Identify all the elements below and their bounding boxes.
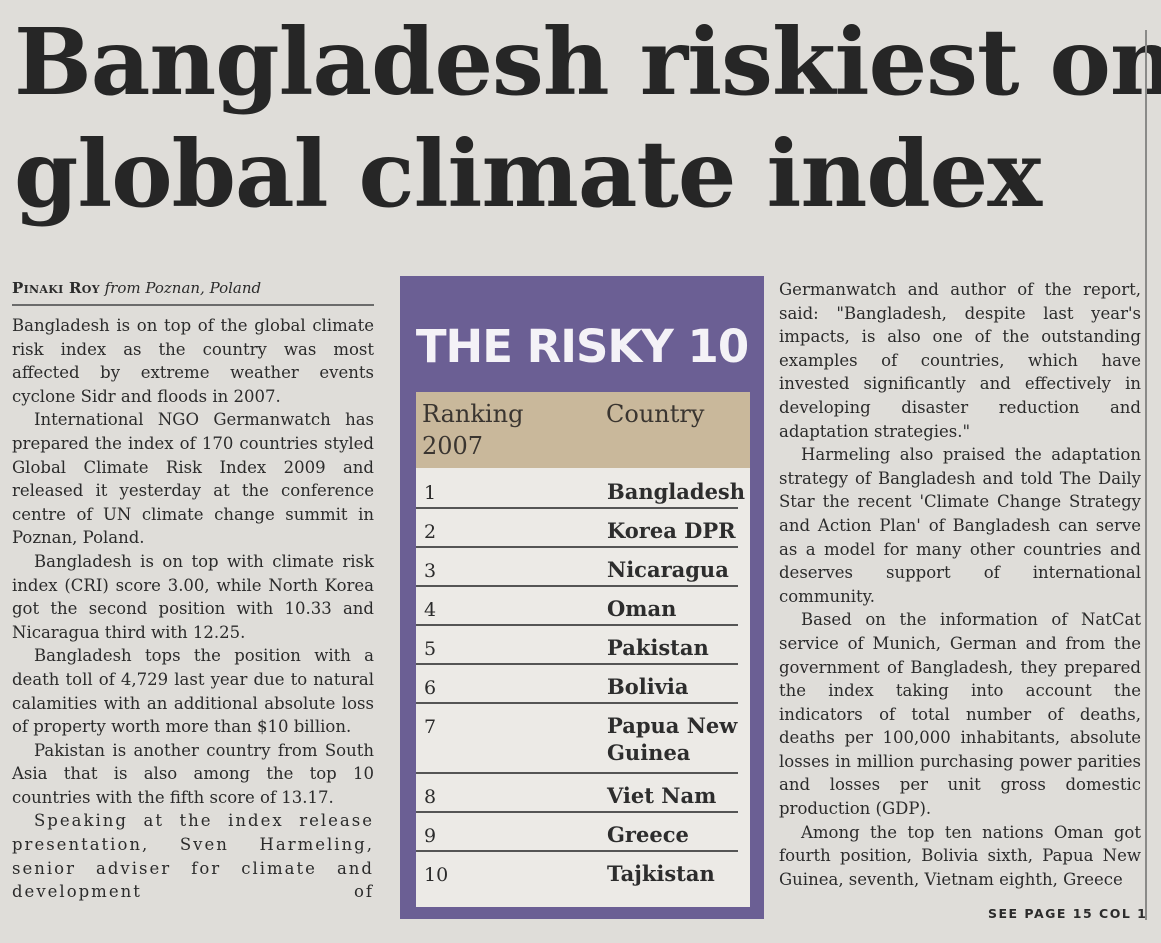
row-divider <box>416 546 738 548</box>
row-divider <box>416 507 738 509</box>
paragraph: International NGO Germanwatch has prepar… <box>12 410 374 548</box>
table-row: 3 Nicaragua <box>416 548 750 587</box>
rank-cell: 1 <box>424 482 437 504</box>
header-country: Country <box>606 400 705 428</box>
headline-line-2: global climate index <box>14 120 1042 228</box>
row-divider <box>416 585 738 587</box>
rank-cell: 3 <box>424 560 437 582</box>
paragraph: Among the top ten nations Oman got fourt… <box>779 822 1141 889</box>
rank-cell: 8 <box>424 786 437 808</box>
byline: Pinaki Roy from Poznan, Poland <box>12 278 374 306</box>
risky-10-box: THE RISKY 10 Ranking 2007 Country 1 Bangl… <box>400 276 764 919</box>
table-row: 10 Tajkistan <box>416 852 750 891</box>
continuation-jump: SEE PAGE 15 COL 1 <box>988 906 1148 921</box>
article-column-right: Germanwatch and author of the report, sa… <box>779 278 1141 891</box>
row-divider <box>416 663 738 665</box>
table-row: 8 Viet Nam <box>416 774 750 813</box>
rank-cell: 10 <box>424 864 449 886</box>
country-cell: Pakistan <box>607 635 709 660</box>
row-divider <box>416 702 738 704</box>
table-row: 4 Oman <box>416 587 750 626</box>
country-cell: Korea DPR <box>607 518 736 543</box>
paragraph: Harmeling also praised the adaptation st… <box>779 445 1141 606</box>
paragraph: Pakistan is another country from South A… <box>12 740 374 807</box>
country-cell: Papua New Guinea <box>607 713 738 765</box>
country-cell: Oman <box>607 596 677 621</box>
table-row: 6 Bolivia <box>416 665 750 704</box>
country-cell: Bangladesh <box>607 479 746 504</box>
country-cell: Nicaragua <box>607 557 729 582</box>
header-ranking: Ranking 2007 <box>422 400 524 460</box>
paragraph: Based on the information of NatCat servi… <box>779 610 1141 819</box>
country-cell: Viet Nam <box>607 783 717 808</box>
rank-cell: 9 <box>424 825 437 847</box>
paragraph: Bangladesh is on top with climate risk i… <box>12 551 374 642</box>
byline-dateline: from Poznan, Poland <box>104 279 262 297</box>
table-row: 1 Bangladesh <box>416 470 750 509</box>
byline-author: Pinaki Roy <box>12 279 100 297</box>
row-divider <box>416 624 738 626</box>
table-row: 5 Pakistan <box>416 626 750 665</box>
headline: Bangladesh riskiest on global climate in… <box>14 6 1161 230</box>
headline-line-1: Bangladesh riskiest on <box>14 8 1161 116</box>
row-divider <box>416 811 738 813</box>
risky-10-title: THE RISKY 10 <box>415 320 749 373</box>
paragraph: Bangladesh is on top of the global clima… <box>12 316 374 406</box>
article-column-left: Pinaki Roy from Poznan, Poland Banglades… <box>12 278 374 904</box>
paragraph: Bangladesh tops the position with a deat… <box>12 646 374 737</box>
country-cell: Tajkistan <box>607 861 715 886</box>
table-header: Ranking 2007 Country <box>416 392 750 468</box>
column-rule <box>1145 30 1147 920</box>
rank-cell: 4 <box>424 599 437 621</box>
risky-10-table: Ranking 2007 Country 1 Bangladesh 2 Korea D… <box>416 392 750 907</box>
table-row: 7 Papua New Guinea <box>416 704 750 774</box>
row-divider <box>416 850 738 852</box>
country-cell: Bolivia <box>607 674 689 699</box>
rank-cell: 5 <box>424 638 437 660</box>
paragraph: Speaking at the index release presentati… <box>12 811 374 902</box>
table-row: 2 Korea DPR <box>416 509 750 548</box>
rank-cell: 2 <box>424 521 437 543</box>
paragraph: Germanwatch and author of the report, sa… <box>779 280 1141 441</box>
row-divider <box>416 772 738 774</box>
rank-cell: 7 <box>424 716 437 738</box>
country-cell: Greece <box>607 822 689 847</box>
table-row: 9 Greece <box>416 813 750 852</box>
rank-cell: 6 <box>424 677 437 699</box>
